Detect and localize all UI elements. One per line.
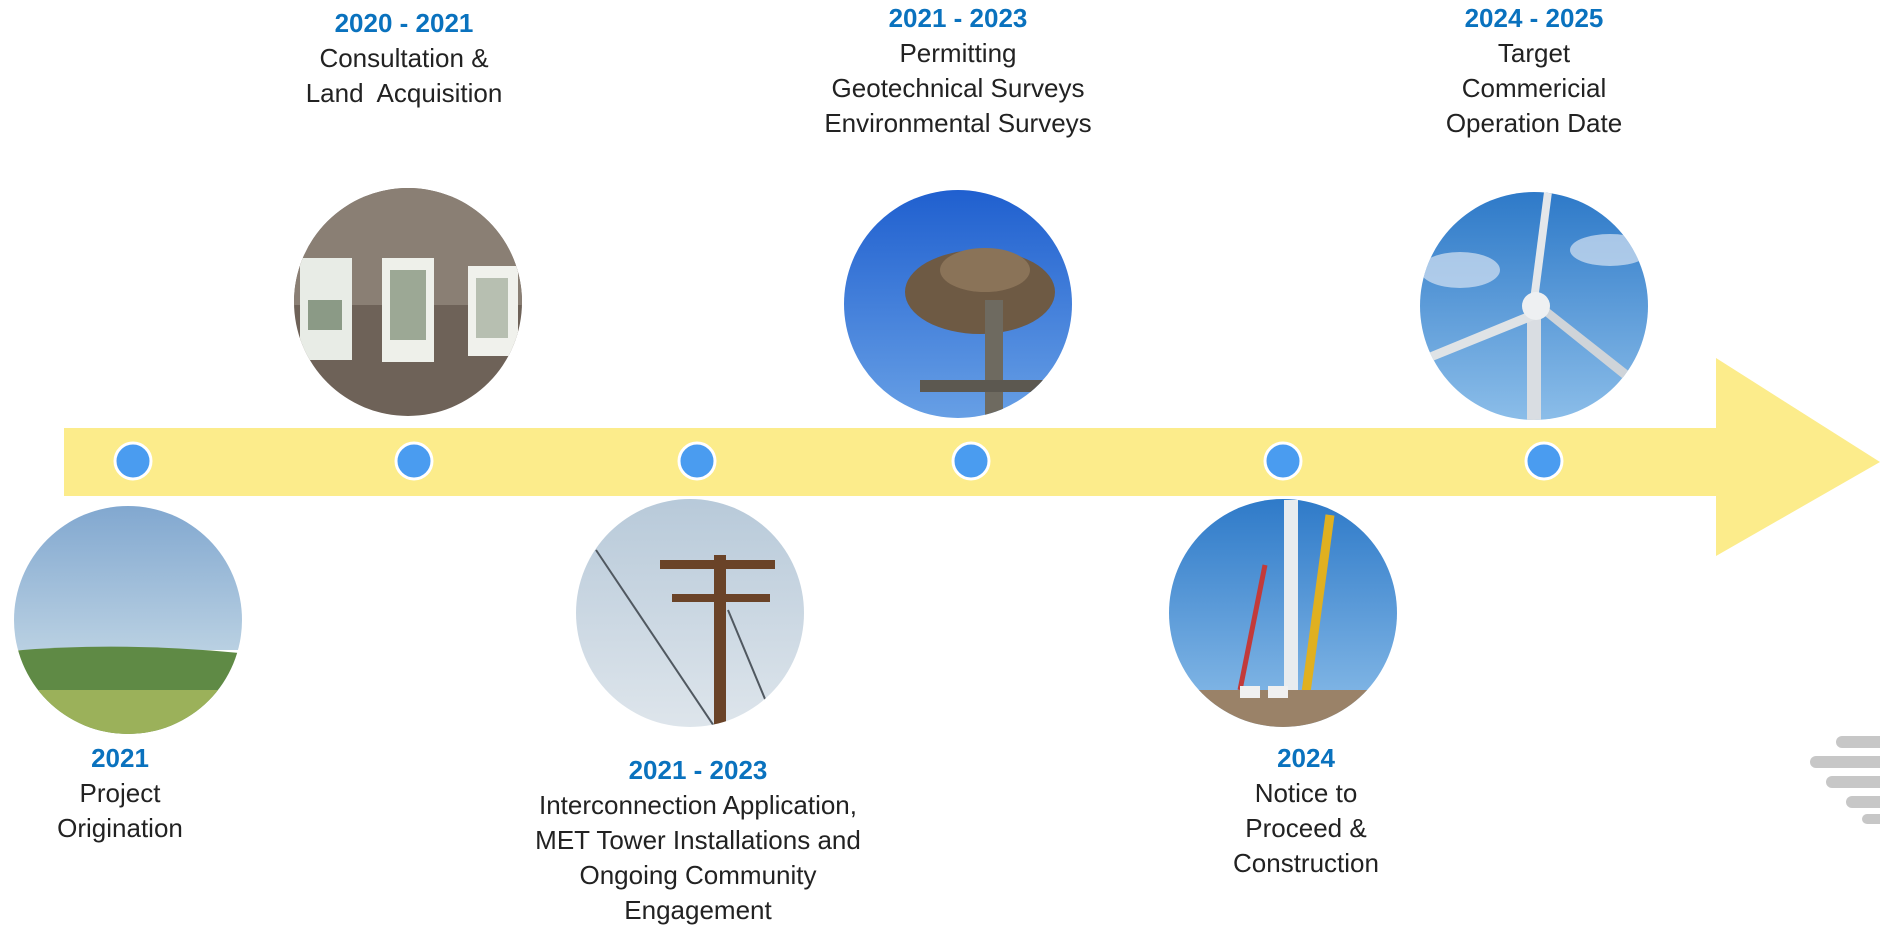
milestone-description: Geotechnical Surveys xyxy=(832,73,1085,103)
milestone-description: Proceed & xyxy=(1245,813,1366,843)
milestone-dot xyxy=(115,443,151,479)
milestone-description: Engagement xyxy=(624,895,772,925)
milestone-description: Interconnection Application, xyxy=(539,790,857,820)
milestone-dot xyxy=(396,443,432,479)
milestone-description: Environmental Surveys xyxy=(824,108,1091,138)
milestone-dot xyxy=(679,443,715,479)
logo xyxy=(1810,736,1880,824)
milestone-description: Operation Date xyxy=(1446,108,1622,138)
milestone-period: 2024 - 2025 xyxy=(1465,3,1604,33)
photo-wind-turbine xyxy=(1415,190,1655,430)
milestone-description: Origination xyxy=(57,813,183,843)
milestone-period: 2021 xyxy=(91,743,149,773)
milestone-description: Target xyxy=(1498,38,1571,68)
milestone-dot xyxy=(1265,443,1301,479)
timeline: 2021 Project Origination 2020 - 2021 Consult… xyxy=(0,0,1880,928)
photo-prairie xyxy=(0,500,260,750)
milestone-description: Construction xyxy=(1233,848,1379,878)
photo-construction xyxy=(1165,495,1405,740)
milestone-period: 2024 xyxy=(1277,743,1335,773)
photo-open-house xyxy=(290,185,530,425)
milestone-description: Land Acquisition xyxy=(306,78,503,108)
milestone-dot xyxy=(1526,443,1562,479)
milestone-description: Permitting xyxy=(899,38,1016,68)
milestone-description: Project xyxy=(80,778,162,808)
page: {"milestones": [ {"period": "2021", "lin… xyxy=(0,0,1880,928)
milestone-description: Ongoing Community xyxy=(580,860,817,890)
milestone-description: Notice to xyxy=(1255,778,1358,808)
arrow-head xyxy=(1716,358,1880,556)
milestone-description: Consultation & xyxy=(319,43,488,73)
photo-power-pole xyxy=(570,495,810,735)
photo-osprey-nest xyxy=(840,188,1080,430)
milestone-period: 2021 - 2023 xyxy=(889,3,1028,33)
milestone-period: 2020 - 2021 xyxy=(335,8,474,38)
milestone-description: MET Tower Installations and xyxy=(535,825,861,855)
timeline-band xyxy=(64,428,1720,496)
milestone-period: 2021 - 2023 xyxy=(629,755,768,785)
milestone-dot xyxy=(953,443,989,479)
milestone-description: Commericial xyxy=(1462,73,1606,103)
